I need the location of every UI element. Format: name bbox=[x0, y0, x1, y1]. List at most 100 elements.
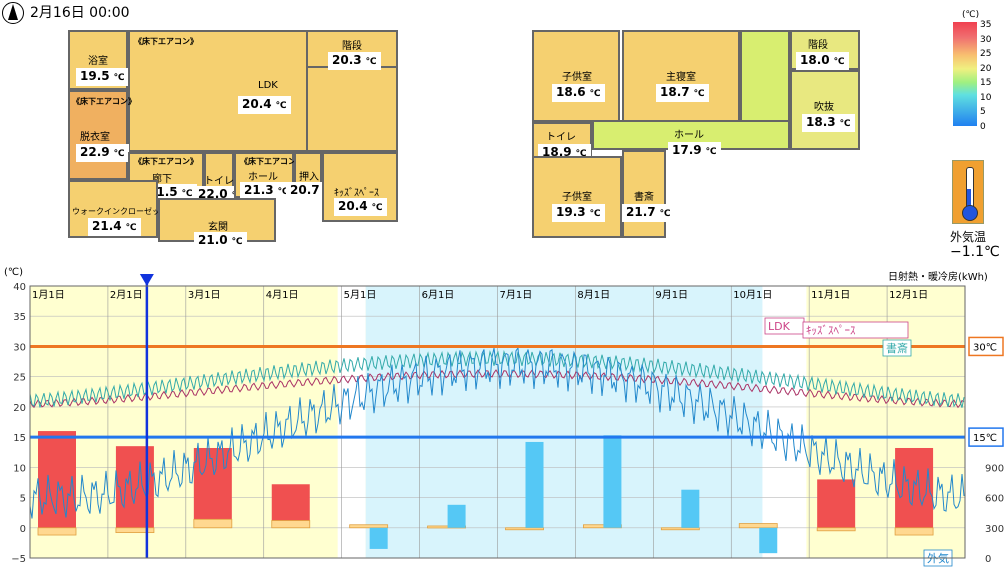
room-entrance[interactable]: 玄関 21.0 ℃ bbox=[158, 198, 276, 250]
room-bath[interactable]: 浴室 19.5 ℃ bbox=[68, 30, 129, 90]
solar-bar bbox=[193, 518, 233, 529]
room-wic[interactable]: ウォークインクローゼット 21.4 ℃ bbox=[68, 180, 168, 238]
y-tick-label: 10 bbox=[13, 463, 26, 474]
temp-wic: 21.4 ℃ bbox=[88, 218, 141, 236]
temp-master: 18.7 ℃ bbox=[656, 84, 709, 102]
scale-unit: (℃) bbox=[962, 10, 980, 20]
compass-icon bbox=[2, 2, 24, 24]
y-tick-label: 20 bbox=[13, 403, 26, 414]
series-label: LDK bbox=[768, 320, 791, 333]
solar-bar bbox=[816, 527, 856, 532]
y2-tick-label: 900 bbox=[985, 463, 1004, 474]
temp-child2: 19.3 ℃ bbox=[552, 204, 605, 222]
room-study[interactable]: 書斎 21.7 ℃ bbox=[622, 150, 675, 238]
cooling-bar bbox=[759, 527, 778, 554]
y2-tick-label: 600 bbox=[985, 494, 1004, 505]
month-label: 6月1日 bbox=[422, 289, 455, 301]
room-hall2[interactable]: ホール 17.9 ℃ bbox=[592, 120, 790, 160]
solar-bar bbox=[271, 520, 311, 529]
heating-bar bbox=[895, 447, 934, 528]
scale-tick: 20 bbox=[980, 63, 992, 74]
temp-ldk: 20.4 ℃ bbox=[238, 96, 291, 114]
solar-bar bbox=[349, 524, 389, 529]
cooling-bar bbox=[525, 441, 544, 528]
room-kids[interactable]: ｷｯｽﾞｽﾍﾟｰｽ 20.4 ℃ bbox=[322, 152, 398, 222]
room-child1[interactable]: 子供室 18.6 ℃ bbox=[532, 30, 620, 122]
scale-tick: 5 bbox=[980, 107, 986, 117]
cooling-bar bbox=[369, 527, 388, 549]
month-label: 12月1日 bbox=[889, 289, 928, 301]
solar-bar bbox=[894, 527, 934, 536]
month-label: 5月1日 bbox=[344, 289, 377, 301]
y-tick-label: −5 bbox=[11, 554, 26, 565]
current-date-marker-icon bbox=[139, 274, 154, 286]
month-label: 4月1日 bbox=[266, 289, 299, 301]
solar-bar bbox=[505, 527, 544, 531]
scale-tick: 35 bbox=[980, 20, 992, 30]
month-label: 1月1日 bbox=[32, 289, 65, 301]
series-label-box bbox=[802, 321, 909, 339]
temp-void: 18.3 ℃ bbox=[802, 114, 855, 132]
month-label: 9月1日 bbox=[655, 289, 688, 301]
month-label: 8月1日 bbox=[577, 289, 610, 301]
month-label: 2月1日 bbox=[110, 289, 143, 301]
room-hall2-top bbox=[740, 30, 790, 122]
solar-bar bbox=[660, 527, 700, 531]
annual-chart[interactable]: −5 0 5 10 15 20 25 30 35 40 1月1日 2月1日 3月1日 4月1日 5月1日 6月… bbox=[0, 270, 1005, 586]
solar-bar bbox=[37, 527, 77, 536]
y-tick-label: 5 bbox=[20, 494, 26, 505]
room-master[interactable]: 主寝室 18.7 ℃ bbox=[622, 30, 740, 122]
solar-bar bbox=[115, 527, 155, 534]
temp-study: 21.7 ℃ bbox=[622, 204, 675, 222]
ref-box bbox=[968, 336, 1004, 357]
ldk-line bbox=[29, 369, 965, 409]
ref-box bbox=[968, 427, 1004, 447]
temp-hall: 21.3 ℃ bbox=[240, 182, 293, 200]
room-toilet2[interactable]: トイレ 18.9 ℃ bbox=[532, 122, 592, 162]
solar-bar bbox=[738, 523, 778, 529]
cooling-bar bbox=[681, 489, 700, 528]
room-ldk-right bbox=[306, 66, 398, 152]
room-toilet[interactable]: トイレ 22.0℃ bbox=[194, 152, 247, 204]
temp-bath: 19.5 ℃ bbox=[76, 68, 129, 86]
color-scale-bar bbox=[953, 22, 977, 126]
room-stairs[interactable]: 階段 20.3 ℃ bbox=[306, 30, 398, 70]
y2-tick-label: 300 bbox=[985, 524, 1004, 535]
room-ldk[interactable]: 《床下エアコン》 LDK 20.4 ℃ bbox=[128, 30, 308, 152]
temp-child1: 18.6 ℃ bbox=[552, 84, 605, 102]
series-label-box bbox=[882, 339, 912, 357]
scale-tick: 30 bbox=[980, 34, 992, 45]
room-void[interactable]: 吹抜 18.3 ℃ bbox=[790, 70, 860, 150]
month-label: 11月1日 bbox=[811, 289, 850, 301]
thermometer-icon bbox=[952, 160, 984, 224]
y-tick-label: 15 bbox=[13, 433, 26, 444]
month-label: 7月1日 bbox=[500, 289, 533, 301]
y2-tick-label: 0 bbox=[985, 554, 991, 565]
temp-kids: 20.4 ℃ bbox=[334, 198, 387, 216]
room-stairs2[interactable]: 階段 18.0 ℃ bbox=[790, 30, 860, 70]
room-dressing[interactable]: 《床下エアコン》 脱衣室 22.9 ℃ bbox=[68, 90, 136, 180]
y-tick-label: 40 bbox=[13, 282, 26, 293]
series-label: ｷｯｽﾞｽﾍﾟｰｽ bbox=[806, 324, 856, 337]
room-hall[interactable]: 《床下エアコン》 ホール 21.3 ℃ bbox=[234, 152, 304, 200]
room-child2[interactable]: 子供室 19.3 ℃ bbox=[532, 156, 622, 238]
month-label: 3月1日 bbox=[188, 289, 221, 301]
chart-border bbox=[29, 285, 966, 559]
y-tick-label: 0 bbox=[20, 524, 26, 535]
chart-bg-white bbox=[337, 286, 366, 558]
scale-tick: 15 bbox=[980, 78, 992, 88]
outdoor-label: 外気温 bbox=[950, 230, 987, 244]
temp-hall2: 17.9 ℃ bbox=[668, 142, 721, 160]
cooling-bar bbox=[447, 504, 466, 528]
series-label: 書斎 bbox=[886, 341, 908, 355]
temp-stairs2: 18.0 ℃ bbox=[796, 52, 849, 70]
room-closet[interactable]: 押入 20.7℃ bbox=[286, 152, 339, 200]
month-label: 10月1日 bbox=[733, 289, 772, 301]
ref-label: 15℃ bbox=[973, 433, 997, 444]
y-tick-label: 35 bbox=[13, 312, 26, 323]
heating-bar bbox=[38, 431, 76, 528]
chart-y2label: 日射熱・暖冷房(kWh) bbox=[888, 272, 988, 283]
y-tick-label: 30 bbox=[13, 342, 26, 353]
outdoor-value: −1.1℃ bbox=[950, 244, 1000, 260]
